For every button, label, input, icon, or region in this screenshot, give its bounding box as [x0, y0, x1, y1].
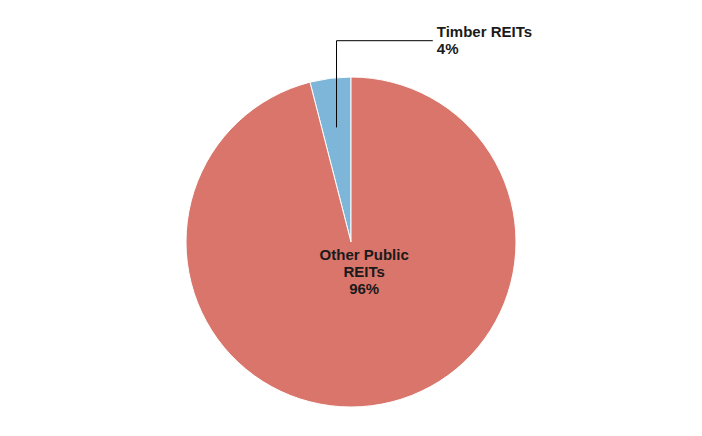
labels: Timber REITs4% Other PublicREITs96% — [320, 23, 533, 297]
pie — [186, 77, 516, 407]
data-label: Timber REITs4% — [437, 23, 532, 57]
data-label: Other PublicREITs96% — [320, 246, 409, 297]
pie-slice — [186, 77, 516, 407]
chart: Timber REITs4% Other PublicREITs96% — [0, 0, 702, 436]
leader-line — [337, 41, 433, 128]
